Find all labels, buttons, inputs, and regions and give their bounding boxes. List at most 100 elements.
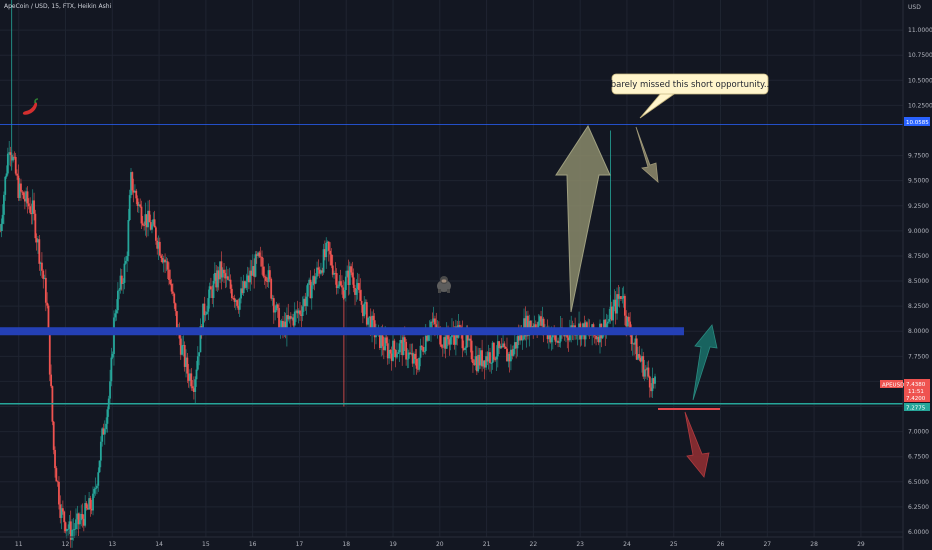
candle-body — [202, 303, 204, 336]
candle-body — [496, 341, 499, 357]
candle-body — [432, 318, 435, 322]
candle-body — [343, 289, 346, 298]
candle-body — [443, 337, 446, 348]
teal-up-arrow[interactable] — [692, 324, 718, 401]
candle-body — [393, 340, 396, 350]
symbol-title[interactable]: ApeCoin / USD, 15, FTX, Heikin Ashi — [4, 3, 112, 10]
candle-body — [498, 341, 501, 349]
candle-body — [468, 338, 470, 341]
candle-body — [326, 241, 329, 243]
candle-body — [532, 326, 535, 328]
candle-body — [351, 272, 354, 278]
candle-body — [530, 326, 533, 329]
y-tick-label: 8.5000 — [908, 278, 929, 285]
candle-body — [261, 256, 263, 267]
candle-body — [210, 286, 212, 290]
y-tick-label: 7.0000 — [908, 429, 929, 436]
candle-body — [144, 214, 147, 226]
big-up-arrow[interactable] — [555, 124, 611, 313]
candle-body — [1, 214, 4, 224]
candle-body — [350, 266, 352, 273]
candle-body — [529, 320, 532, 329]
candle-body — [478, 354, 481, 366]
candle-body — [352, 277, 355, 288]
candle-body — [6, 153, 9, 174]
candle-body — [490, 363, 493, 364]
red-down-arrow[interactable] — [684, 411, 710, 478]
candle-body — [623, 295, 626, 316]
candle-body — [420, 345, 423, 347]
candle-body — [68, 521, 71, 529]
candle-body — [140, 206, 143, 224]
candle-body — [220, 261, 223, 278]
drawings: barely missed this short opportunity.. — [22, 73, 770, 478]
candle-body — [500, 345, 503, 348]
candle-body — [635, 338, 638, 360]
candle-body — [313, 276, 316, 284]
candle-body — [515, 342, 518, 349]
x-tick-label: 19 — [389, 541, 397, 548]
candle-body — [372, 315, 375, 321]
candle-body — [507, 353, 510, 362]
candle-body — [297, 310, 300, 314]
candle-body — [286, 315, 288, 335]
candle-body — [346, 270, 349, 277]
candle-body — [504, 346, 507, 349]
candle-body — [251, 266, 254, 276]
candle-body — [225, 276, 228, 279]
candle-body — [73, 529, 76, 530]
candle-body — [462, 348, 465, 350]
x-tick-label: 15 — [202, 541, 210, 548]
short-down-arrow[interactable] — [635, 126, 659, 183]
price-scale[interactable]: USD 6.00006.25006.50006.75007.00007.2500… — [880, 0, 932, 550]
x-tick-label: 22 — [530, 541, 538, 548]
candle-body — [164, 259, 166, 263]
candle-body — [512, 348, 515, 356]
candle-body — [50, 374, 52, 387]
callout[interactable]: barely missed this short opportunity.. — [611, 73, 770, 119]
candle-body — [309, 279, 312, 299]
candle-body — [203, 303, 206, 316]
candle-body — [267, 270, 270, 282]
candle-body — [534, 324, 537, 329]
candle-body — [510, 349, 512, 362]
candle-body — [650, 387, 652, 392]
candle-body — [613, 299, 616, 307]
candle-body — [440, 344, 443, 347]
candle-body — [156, 240, 159, 249]
candle-body — [486, 356, 489, 362]
price-scale-background — [903, 0, 932, 550]
candle-body — [533, 324, 536, 328]
candle-body — [248, 275, 250, 283]
candle-body — [389, 349, 392, 354]
candle-body — [361, 304, 364, 317]
candle-body — [23, 198, 26, 202]
y-tick-label: 9.0000 — [908, 228, 929, 235]
candle-body — [541, 318, 544, 326]
candle-body — [173, 293, 176, 304]
candle-body — [195, 369, 198, 380]
time-scale[interactable]: 11 12 13 14 15 16 17 18 19 20 21 22 23 24 25 26 27 28 29 — [0, 536, 903, 548]
candle-body — [384, 337, 387, 351]
y-tick-labels: 6.00006.25006.50006.75007.00007.25007.50… — [908, 27, 932, 536]
candle-body — [520, 330, 523, 341]
candle-body — [335, 273, 338, 289]
candle-body — [630, 333, 633, 345]
candle-body — [595, 335, 597, 340]
candle-body — [288, 316, 291, 320]
candle-body — [385, 337, 388, 344]
candle-body — [516, 336, 519, 349]
candle-body — [101, 428, 104, 442]
candle-body — [183, 345, 186, 367]
candle-body — [356, 283, 359, 289]
candle-body — [246, 275, 249, 282]
candle-body — [54, 449, 56, 469]
candle-body — [487, 352, 490, 362]
y-tick-label: 6.7500 — [908, 454, 929, 461]
candle-body — [186, 357, 189, 374]
candle-body — [189, 373, 191, 381]
candle-body — [31, 200, 34, 214]
candle-body — [262, 266, 265, 277]
